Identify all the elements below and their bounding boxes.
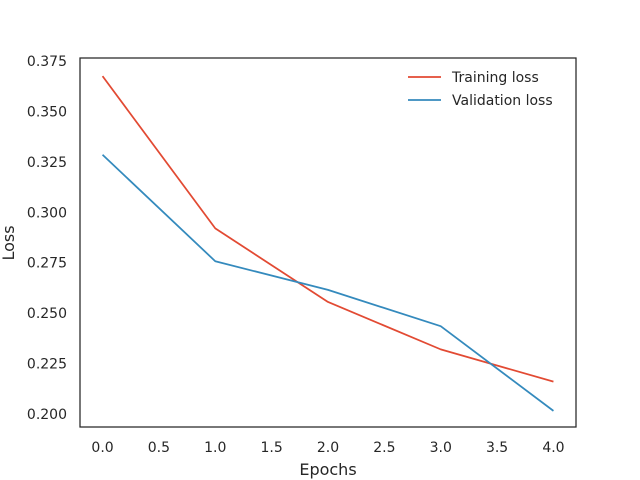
y-tick-label: 0.300 (27, 205, 67, 221)
y-tick-label: 0.375 (27, 54, 67, 70)
x-tick-label: 1.0 (204, 440, 226, 456)
plot-lines (101, 75, 554, 412)
x-axis-label: Epochs (299, 460, 356, 479)
y-tick-label: 0.225 (27, 356, 67, 372)
y-tick-label: 0.325 (27, 155, 67, 171)
series-line-1 (101, 75, 554, 383)
y-tick-label: 0.350 (27, 104, 67, 120)
x-tick-label: 2.0 (317, 440, 339, 456)
y-tick-label: 0.200 (27, 407, 67, 423)
y-tick-label: 0.275 (27, 256, 67, 272)
x-tick-label: 0.0 (91, 440, 113, 456)
y-axis-label: Loss (0, 225, 18, 260)
legend: Training loss Validation loss (408, 70, 553, 109)
x-tick-label: 3.5 (486, 440, 508, 456)
x-tick-label: 0.5 (148, 440, 170, 456)
x-tick-label: 2.5 (373, 440, 395, 456)
legend-label-1: Training loss (451, 70, 539, 86)
plot-frame (79, 57, 577, 428)
x-tick-label: 1.5 (261, 440, 283, 456)
series-line-2 (101, 154, 554, 412)
x-axis-ticks: 0.0 0.5 1.0 1.5 2.0 2.5 3.0 3.5 4.0 (91, 440, 564, 456)
y-axis-ticks: 0.200 0.225 0.250 0.275 0.300 0.325 0.350 0.375 (27, 54, 67, 423)
y-tick-label: 0.250 (27, 306, 67, 322)
x-tick-label: 3.0 (430, 440, 452, 456)
legend-label-2: Validation loss (452, 93, 553, 109)
x-tick-label: 4.0 (542, 440, 564, 456)
